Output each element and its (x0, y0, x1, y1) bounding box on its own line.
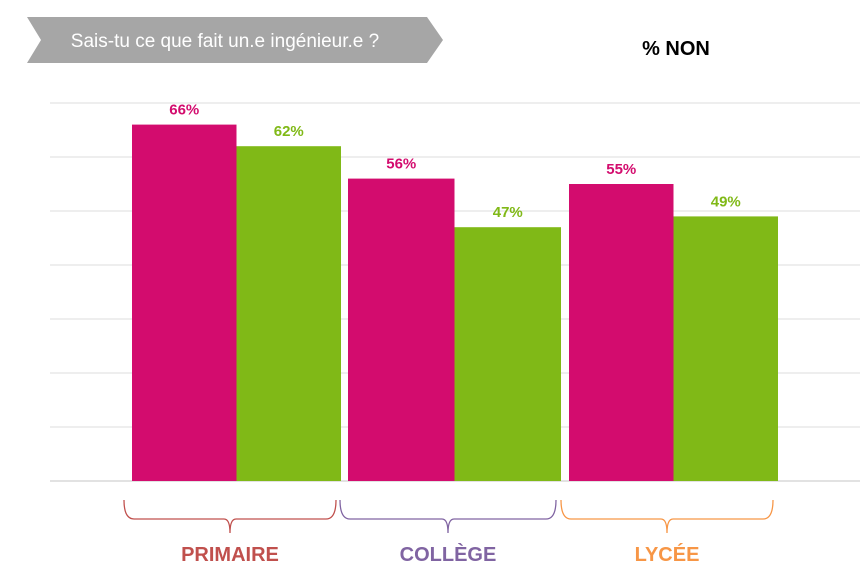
data-label: 47% (493, 204, 523, 221)
data-label: 56% (386, 156, 416, 173)
bar-collège-1 (348, 178, 455, 481)
banner-text: Sais-tu ce que fait un.e ingénieur.e ? (71, 31, 379, 52)
category-axis: PRIMAIRE COLLÈGE LYCÉE (123, 499, 774, 566)
bar-primaire-1 (132, 124, 237, 481)
data-label: 66% (169, 102, 199, 119)
data-label: 62% (274, 123, 304, 140)
category-label: COLLÈGE (400, 543, 497, 566)
category-bracket (560, 499, 774, 534)
category-label: LYCÉE (635, 543, 700, 566)
banner-arrow-shape (27, 17, 443, 63)
data-labels: 66% 62% 56% 47% 55% 49% (169, 102, 741, 222)
chart-title: % NON (642, 38, 710, 60)
banner: Sais-tu ce que fait un.e ingénieur.e ? (27, 17, 443, 63)
bars (132, 124, 778, 481)
category-label: PRIMAIRE (181, 544, 279, 566)
data-label: 55% (606, 161, 636, 178)
bar-primaire-2 (236, 146, 341, 481)
data-label: 49% (711, 193, 741, 210)
bar-lycée-2 (673, 216, 778, 481)
bar-lycée-1 (569, 184, 674, 481)
category-bracket (123, 499, 337, 534)
category-bracket (339, 499, 557, 534)
bar-collège-2 (454, 227, 561, 481)
